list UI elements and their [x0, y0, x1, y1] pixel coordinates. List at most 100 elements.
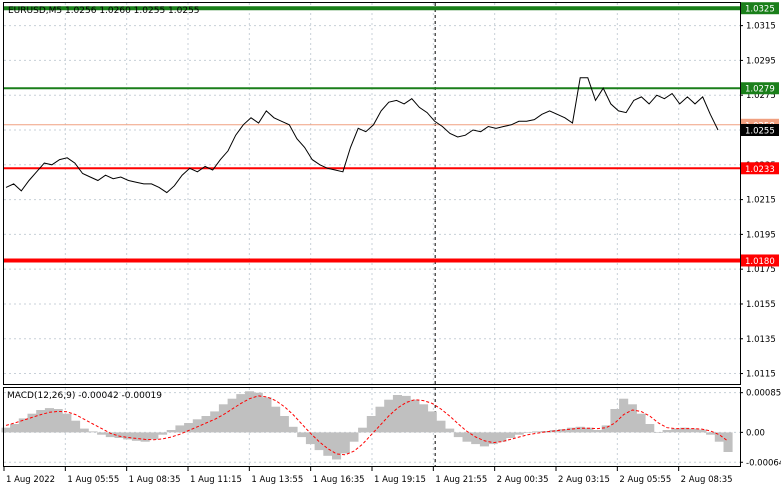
macd-bar — [636, 413, 646, 433]
macd-bar — [488, 432, 498, 445]
macd-bar — [627, 404, 637, 433]
macd-bar — [218, 404, 228, 433]
price-series — [5, 77, 719, 194]
y-tick-label: 1.0315 — [746, 22, 776, 32]
macd-bar — [27, 413, 37, 433]
macd-bar — [714, 432, 724, 442]
macd-bar — [1, 427, 11, 433]
y-tick-label: 1.0195 — [746, 230, 776, 240]
macd-bar — [392, 395, 402, 433]
macd-y-tick-label: 0.00 — [746, 428, 765, 438]
macd-y-tick-label: -0.00064 — [746, 458, 781, 468]
macd-bar — [279, 416, 289, 433]
macd-bar — [288, 426, 298, 433]
frame — [3, 2, 741, 467]
macd-bar — [445, 428, 455, 433]
x-tick-label: 1 Aug 21:55 — [435, 475, 487, 485]
level-lines — [4, 3, 740, 466]
level-tag-resistance — [741, 2, 779, 15]
level-tag-resistance — [741, 82, 779, 95]
macd-bar — [523, 432, 533, 433]
macd-bar — [79, 428, 89, 433]
macd-bar — [358, 427, 368, 433]
axes: 1 Aug 2022 1 Aug 05:55 1 Aug 08:35 1 Aug 11… — [3, 22, 781, 485]
macd-bar — [166, 430, 176, 433]
macd-bar — [131, 432, 141, 441]
macd-bar — [245, 391, 255, 433]
x-tick-label: 1 Aug 13:55 — [251, 475, 303, 485]
macd-bar — [44, 408, 54, 433]
macd-bar — [149, 432, 159, 440]
macd-bar — [53, 409, 63, 433]
macd-bar — [584, 427, 594, 433]
x-tick-label: 2 Aug 08:35 — [681, 475, 733, 485]
level-tag-label: 1.0325 — [745, 5, 775, 15]
macd-signal-line — [5, 395, 729, 456]
macd-bar — [18, 418, 28, 433]
level-tag-label: 1.0279 — [745, 85, 775, 95]
y-tick-label: 1.0295 — [746, 56, 776, 66]
macd-bar — [645, 424, 655, 433]
macd-bar — [593, 430, 603, 433]
macd-bar — [610, 409, 620, 433]
grid — [4, 3, 740, 466]
chart-header: EURUSD,M5 1.0256 1.0260 1.0255 1.0255 — [8, 6, 200, 16]
macd-bar — [114, 432, 124, 438]
level-tag-label: 1.0233 — [745, 165, 775, 175]
macd-bar — [671, 428, 681, 433]
macd-bar — [453, 432, 463, 438]
level-tag-support — [741, 254, 779, 267]
macd-bar — [697, 429, 707, 433]
macd-bar — [436, 420, 446, 433]
macd-bar — [201, 416, 211, 433]
macd-bar — [462, 432, 472, 442]
y-tick-label: 1.0275 — [746, 91, 776, 101]
macd-bar — [410, 399, 420, 433]
macd-bar — [62, 413, 72, 433]
y-tick-label: 1.0175 — [746, 265, 776, 275]
x-tick-label: 1 Aug 11:15 — [190, 475, 242, 485]
macd-bar — [262, 397, 272, 433]
x-tick-label: 2 Aug 03:15 — [558, 475, 610, 485]
y-tick-label: 1.0215 — [746, 196, 776, 206]
macd-bar — [88, 431, 98, 433]
macd-bar — [662, 430, 672, 433]
price-panel-frame — [3, 2, 741, 385]
current-price-label: 1.0255 — [745, 127, 775, 137]
macd-bar — [479, 432, 489, 447]
current-price-tag — [741, 124, 779, 136]
macd-bar — [619, 398, 629, 433]
macd-bar — [419, 404, 429, 433]
macd-bar — [97, 432, 107, 435]
y-tick-label: 1.0115 — [746, 370, 776, 380]
macd-bar — [680, 427, 690, 433]
macd-bar — [706, 432, 716, 435]
macd-bar — [236, 394, 246, 433]
macd-label: MACD(12,26,9) -0.00042 -0.00019 — [7, 391, 162, 401]
macd-bar — [540, 431, 550, 433]
macd-bar — [532, 431, 542, 433]
macd-bar — [36, 410, 46, 433]
macd-bar — [297, 432, 307, 438]
macd-bar — [271, 406, 281, 433]
x-tick-label: 1 Aug 19:15 — [374, 475, 426, 485]
macd-bar — [497, 432, 507, 442]
macd-bar — [688, 428, 698, 433]
macd-bar — [210, 411, 220, 433]
macd-bar — [227, 398, 237, 433]
macd-bar — [575, 426, 585, 433]
macd-bar — [566, 427, 576, 433]
level-tag-support — [741, 162, 779, 175]
macd-bar — [184, 423, 194, 433]
macd-bar — [305, 432, 315, 445]
macd-bar — [340, 432, 350, 454]
macd-bar — [323, 432, 333, 456]
macd-bar — [653, 432, 663, 433]
y-tick-label: 1.0135 — [746, 335, 776, 345]
macd-bar — [558, 429, 568, 433]
macd-bar — [332, 432, 342, 460]
macd-bar — [366, 416, 376, 433]
macd-bar — [601, 425, 611, 433]
x-tick-label: 1 Aug 16:35 — [313, 475, 365, 485]
